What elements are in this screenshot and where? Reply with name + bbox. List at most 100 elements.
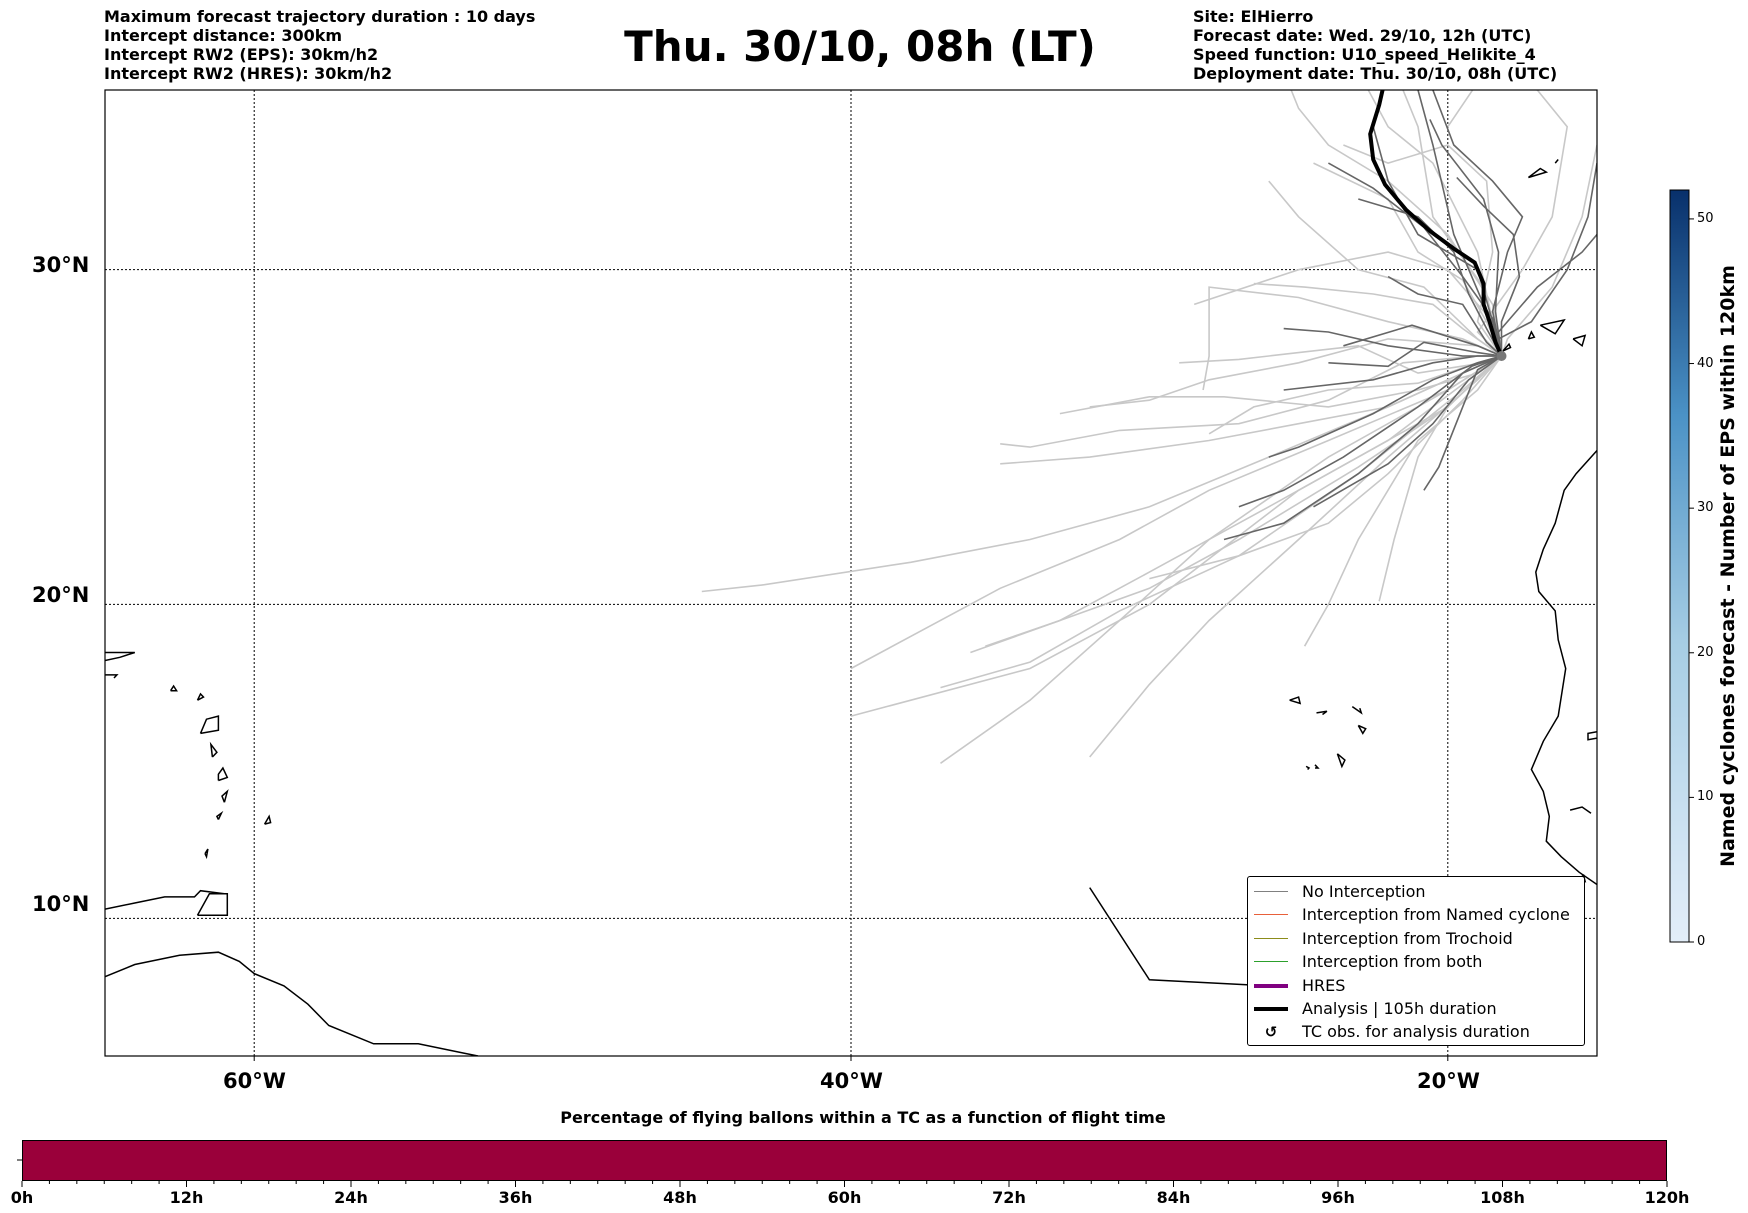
lat-label-20n: 20°N xyxy=(32,583,90,607)
trajectory-light xyxy=(1089,355,1503,758)
coastline xyxy=(1305,765,1311,771)
hour-label: 60h xyxy=(827,1188,862,1207)
trajectory-dark xyxy=(1423,355,1502,491)
hour-label: 120h xyxy=(1644,1188,1690,1207)
legend-item-both: Interception from both xyxy=(1248,950,1482,973)
hour-label: 48h xyxy=(663,1188,697,1207)
trajectory-light xyxy=(1303,355,1503,647)
coastline xyxy=(199,715,220,735)
coastline xyxy=(1527,167,1549,179)
lat-label-10n: 10°N xyxy=(32,892,90,916)
trajectory-dark xyxy=(1387,275,1503,357)
coastlines xyxy=(105,159,1645,1056)
coastline xyxy=(204,848,209,860)
coastline xyxy=(1316,710,1328,716)
trajectory-light xyxy=(1447,90,1569,357)
launch-site-marker xyxy=(1496,351,1507,362)
trajectory-dark xyxy=(1343,324,1502,357)
coastline xyxy=(1289,696,1302,705)
page-title: Thu. 30/10, 08h (LT) xyxy=(624,22,1096,71)
trajectory-dark xyxy=(1497,162,1597,357)
coastline xyxy=(1527,330,1536,340)
header-forecast-date: Forecast date: Wed. 29/10, 12h (UTC) xyxy=(1193,26,1532,45)
trajectory-light xyxy=(850,355,1502,670)
trajectory-light xyxy=(1253,282,1502,357)
hour-label: 96h xyxy=(1321,1188,1355,1207)
colorbar-tick-label: 40 xyxy=(1697,355,1714,371)
coastline xyxy=(1612,315,1631,336)
coastline xyxy=(1539,318,1566,335)
colorbar-tick-label: 20 xyxy=(1697,644,1714,660)
colorbar-title: Named cyclones forecast - Number of EPS … xyxy=(1717,265,1739,867)
hour-label: 84h xyxy=(1156,1188,1191,1207)
hour-label: 108h xyxy=(1480,1188,1525,1207)
lon-label-60w: 60°W xyxy=(223,1069,286,1093)
legend-item-tc-obs: ↺ TC obs. for analysis duration xyxy=(1248,1020,1530,1043)
hour-label: 36h xyxy=(498,1188,533,1207)
coastline xyxy=(217,766,229,782)
trajectory-dark xyxy=(1313,355,1502,508)
trajectory-light xyxy=(850,355,1503,717)
lon-tick-marks xyxy=(253,1056,1449,1061)
lat-label-30n: 30°N xyxy=(32,253,90,277)
hour-label: 0h xyxy=(10,1188,34,1207)
coastline xyxy=(209,741,218,758)
map-legend: No Interception Interception from Named … xyxy=(1247,876,1585,1046)
coastline xyxy=(1314,764,1320,769)
coastline xyxy=(169,684,178,692)
colorbar xyxy=(1669,189,1690,943)
analysis-trajectory xyxy=(1368,90,1504,357)
lon-label-40w: 40°W xyxy=(820,1069,883,1093)
coastline xyxy=(105,951,479,1056)
colorbar-tick-label: 0 xyxy=(1697,934,1706,949)
coastline xyxy=(221,789,229,803)
coastline xyxy=(263,814,272,825)
trajectory-light xyxy=(1313,162,1503,357)
header-left: Maximum forecast trajectory duration : 1… xyxy=(104,7,535,83)
coastline xyxy=(1336,753,1346,769)
coastline xyxy=(1630,298,1645,310)
trajectory-dark xyxy=(1238,355,1502,508)
tc-obs-icon: ↺ xyxy=(1264,1022,1278,1041)
trajectory-dark xyxy=(1429,119,1503,357)
trajectory-dark xyxy=(1328,341,1502,368)
header-intercept-eps: Intercept RW2 (EPS): 30km/h2 xyxy=(104,45,379,64)
coastline xyxy=(1569,806,1592,814)
hour-label: 12h xyxy=(169,1188,204,1207)
trajectory-dark xyxy=(1456,176,1521,356)
coastline xyxy=(1502,342,1512,352)
trajectory-dark xyxy=(1432,90,1524,357)
coastline xyxy=(1351,705,1363,715)
trajectory-dark xyxy=(1223,355,1502,541)
percentage-bar xyxy=(22,1140,1667,1181)
trajectory-light xyxy=(701,355,1502,593)
trajectory-dark xyxy=(1497,233,1597,357)
colorbar-tick-label: 50 xyxy=(1697,210,1714,226)
legend-item-analysis: Analysis | 105h duration xyxy=(1248,997,1497,1020)
colorbar-tick-label: 10 xyxy=(1697,789,1714,805)
trajectory-light xyxy=(1500,144,1597,357)
legend-item-named-cyclone: Interception from Named cyclone xyxy=(1248,903,1570,926)
coastline xyxy=(215,810,224,820)
legend-item-trochoid: Interception from Trochoid xyxy=(1248,927,1513,950)
trajectory-dark xyxy=(1328,162,1503,357)
colorbar-ticks xyxy=(1689,218,1694,943)
coastline xyxy=(1530,449,1597,886)
legend-item-no-interception: No Interception xyxy=(1248,880,1426,903)
coastline xyxy=(1572,334,1587,348)
trajectory-dark xyxy=(1283,327,1502,357)
header-deployment-date: Deployment date: Thu. 30/10, 08h (UTC) xyxy=(1193,64,1558,83)
coastline xyxy=(105,889,225,910)
trajectory-light xyxy=(1343,144,1503,357)
ensemble-trajectories-light xyxy=(701,90,1597,764)
coastline xyxy=(105,651,136,662)
trajectory-dark xyxy=(1268,355,1502,458)
header-right: Site: ElHierro Forecast date: Wed. 29/10… xyxy=(1193,7,1557,83)
legend-item-hres: HRES xyxy=(1248,974,1345,997)
header-duration: Maximum forecast trajectory duration : 1… xyxy=(104,7,536,26)
coastline xyxy=(1587,731,1597,741)
coastline xyxy=(196,893,229,917)
header-intercept-distance: Intercept distance: 300km xyxy=(104,26,343,45)
coastline xyxy=(1357,724,1367,735)
